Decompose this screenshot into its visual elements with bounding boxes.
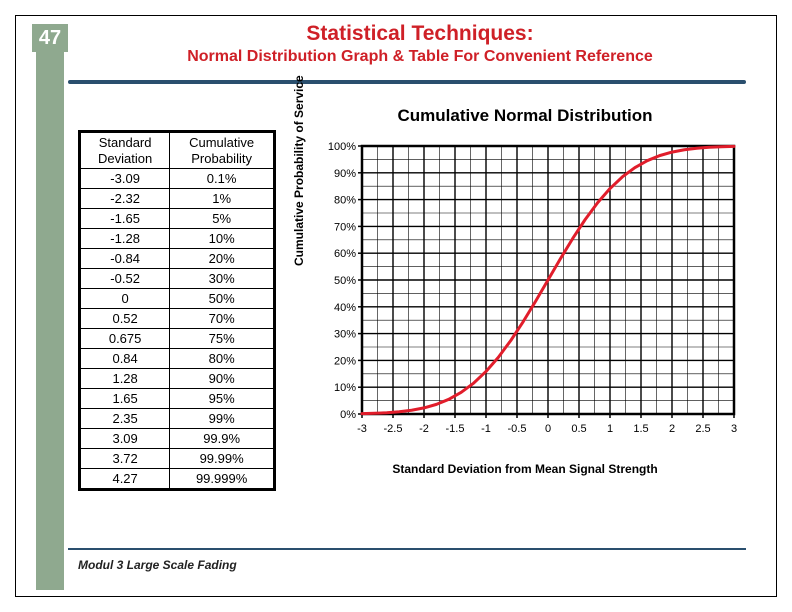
svg-text:-1: -1 <box>481 423 491 435</box>
left-accent-bar <box>36 24 64 590</box>
table-cell: 80% <box>170 349 274 369</box>
svg-text:1.5: 1.5 <box>633 423 648 435</box>
chart-title: Cumulative Normal Distribution <box>300 106 750 126</box>
table-cell: -1.65 <box>81 209 170 229</box>
table-row: 1.2890% <box>81 369 274 389</box>
svg-text:10%: 10% <box>334 382 356 394</box>
chart-container: Cumulative Normal Distribution Cumulativ… <box>300 106 750 486</box>
table-row: 0.67575% <box>81 329 274 349</box>
table-cell: 10% <box>170 229 274 249</box>
table-row: 0.5270% <box>81 309 274 329</box>
table-cell: 1.28 <box>81 369 170 389</box>
table-cell: 3.09 <box>81 429 170 449</box>
svg-text:1: 1 <box>607 423 613 435</box>
table-cell: 2.35 <box>81 409 170 429</box>
title-block: Statistical Techniques: Normal Distribut… <box>100 22 740 66</box>
svg-text:0.5: 0.5 <box>571 423 586 435</box>
svg-text:30%: 30% <box>334 329 356 341</box>
table-cell: 1.65 <box>81 389 170 409</box>
table-row: 050% <box>81 289 274 309</box>
svg-text:0%: 0% <box>340 409 356 421</box>
svg-text:-1.5: -1.5 <box>446 423 465 435</box>
chart-area: Cumulative Probability of Service 0%10%2… <box>300 136 750 476</box>
table-cell: 99.99% <box>170 449 274 469</box>
table-cell: 0 <box>81 289 170 309</box>
table-cell: 4.27 <box>81 469 170 489</box>
table-row: -1.2810% <box>81 229 274 249</box>
svg-text:2: 2 <box>669 423 675 435</box>
table-cell: -1.28 <box>81 229 170 249</box>
table-cell: 99% <box>170 409 274 429</box>
table-header-prob: Cumulative Probability <box>170 133 274 169</box>
table-row: 1.6595% <box>81 389 274 409</box>
svg-text:80%: 80% <box>334 195 356 207</box>
table-row: -1.655% <box>81 209 274 229</box>
table-row: 3.7299.99% <box>81 449 274 469</box>
table-cell: 1% <box>170 189 274 209</box>
table-row: 0.8480% <box>81 349 274 369</box>
table-row: -2.321% <box>81 189 274 209</box>
svg-text:2.5: 2.5 <box>695 423 710 435</box>
table-cell: 99.9% <box>170 429 274 449</box>
table-cell: -0.52 <box>81 269 170 289</box>
table-cell: 0.1% <box>170 169 274 189</box>
table-row: -0.8420% <box>81 249 274 269</box>
table-row: 4.2799.999% <box>81 469 274 489</box>
table-cell: 95% <box>170 389 274 409</box>
footer-rule <box>68 548 746 550</box>
svg-text:40%: 40% <box>334 302 356 314</box>
table-cell: 20% <box>170 249 274 269</box>
chart-xlabel: Standard Deviation from Mean Signal Stre… <box>300 462 750 476</box>
svg-text:50%: 50% <box>334 275 356 287</box>
table-row: 2.3599% <box>81 409 274 429</box>
table-cell: 75% <box>170 329 274 349</box>
header-rule <box>68 80 746 84</box>
table-cell: 3.72 <box>81 449 170 469</box>
table-row: 3.0999.9% <box>81 429 274 449</box>
title-subtitle: Normal Distribution Graph & Table For Co… <box>100 48 740 66</box>
svg-text:20%: 20% <box>334 355 356 367</box>
chart-ylabel: Cumulative Probability of Service <box>292 75 306 266</box>
table-cell: 0.675 <box>81 329 170 349</box>
slide-number: 47 <box>32 24 68 52</box>
table-cell: 5% <box>170 209 274 229</box>
svg-text:3: 3 <box>731 423 737 435</box>
table-cell: 99.999% <box>170 469 274 489</box>
svg-text:60%: 60% <box>334 248 356 260</box>
table-cell: 30% <box>170 269 274 289</box>
table-header-sd: Standard Deviation <box>81 133 170 169</box>
table-cell: 90% <box>170 369 274 389</box>
svg-text:70%: 70% <box>334 221 356 233</box>
reference-table: Standard Deviation Cumulative Probabilit… <box>78 130 276 491</box>
svg-text:-0.5: -0.5 <box>508 423 527 435</box>
table-cell: 70% <box>170 309 274 329</box>
footer-text: Modul 3 Large Scale Fading <box>78 558 237 572</box>
table-cell: 0.84 <box>81 349 170 369</box>
svg-text:90%: 90% <box>334 168 356 180</box>
table-row: -3.090.1% <box>81 169 274 189</box>
svg-text:-2: -2 <box>419 423 429 435</box>
title-main: Statistical Techniques: <box>100 22 740 46</box>
table-cell: -3.09 <box>81 169 170 189</box>
svg-text:-3: -3 <box>357 423 367 435</box>
table-cell: -0.84 <box>81 249 170 269</box>
table-cell: 50% <box>170 289 274 309</box>
svg-text:0: 0 <box>545 423 551 435</box>
table-cell: -2.32 <box>81 189 170 209</box>
svg-text:-2.5: -2.5 <box>384 423 403 435</box>
table-row: -0.5230% <box>81 269 274 289</box>
chart-svg: 0% 10% 20% 30% 40% 50% 60% 70% 80% 90% 100% -3 -2.5 -… <box>300 136 750 446</box>
table-cell: 0.52 <box>81 309 170 329</box>
svg-text:100%: 100% <box>328 141 356 153</box>
